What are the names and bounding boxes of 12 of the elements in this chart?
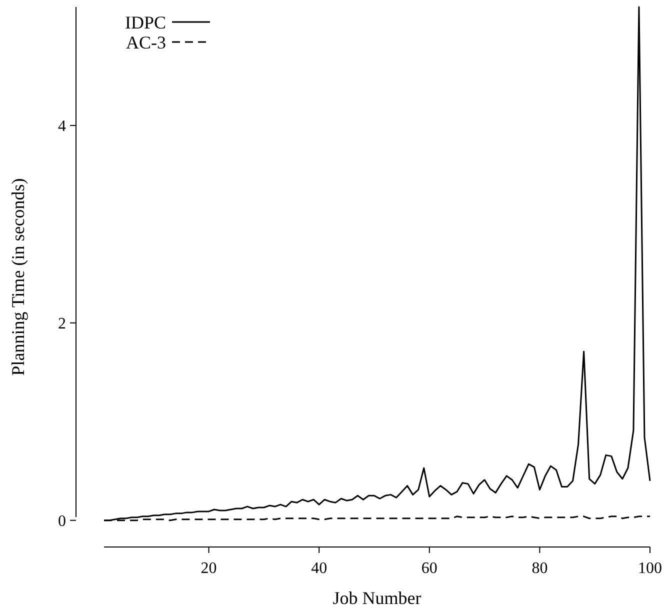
y-tick-label: 4 xyxy=(58,118,66,136)
x-tick-label: 20 xyxy=(200,560,217,577)
legend-label: AC-3 xyxy=(126,32,166,52)
x-tick-label: 60 xyxy=(421,560,438,577)
x-tick-label: 80 xyxy=(532,560,548,577)
y-tick-label: 2 xyxy=(58,316,66,333)
legend-label: IDPC xyxy=(124,12,166,32)
x-tick-label: 40 xyxy=(311,560,328,577)
x-tick-label: 100 xyxy=(638,560,662,577)
x-axis-title: Job Number xyxy=(332,588,422,608)
y-tick-label: 0 xyxy=(58,512,66,530)
y-axis-title: Planning Time (in seconds) xyxy=(8,178,28,376)
